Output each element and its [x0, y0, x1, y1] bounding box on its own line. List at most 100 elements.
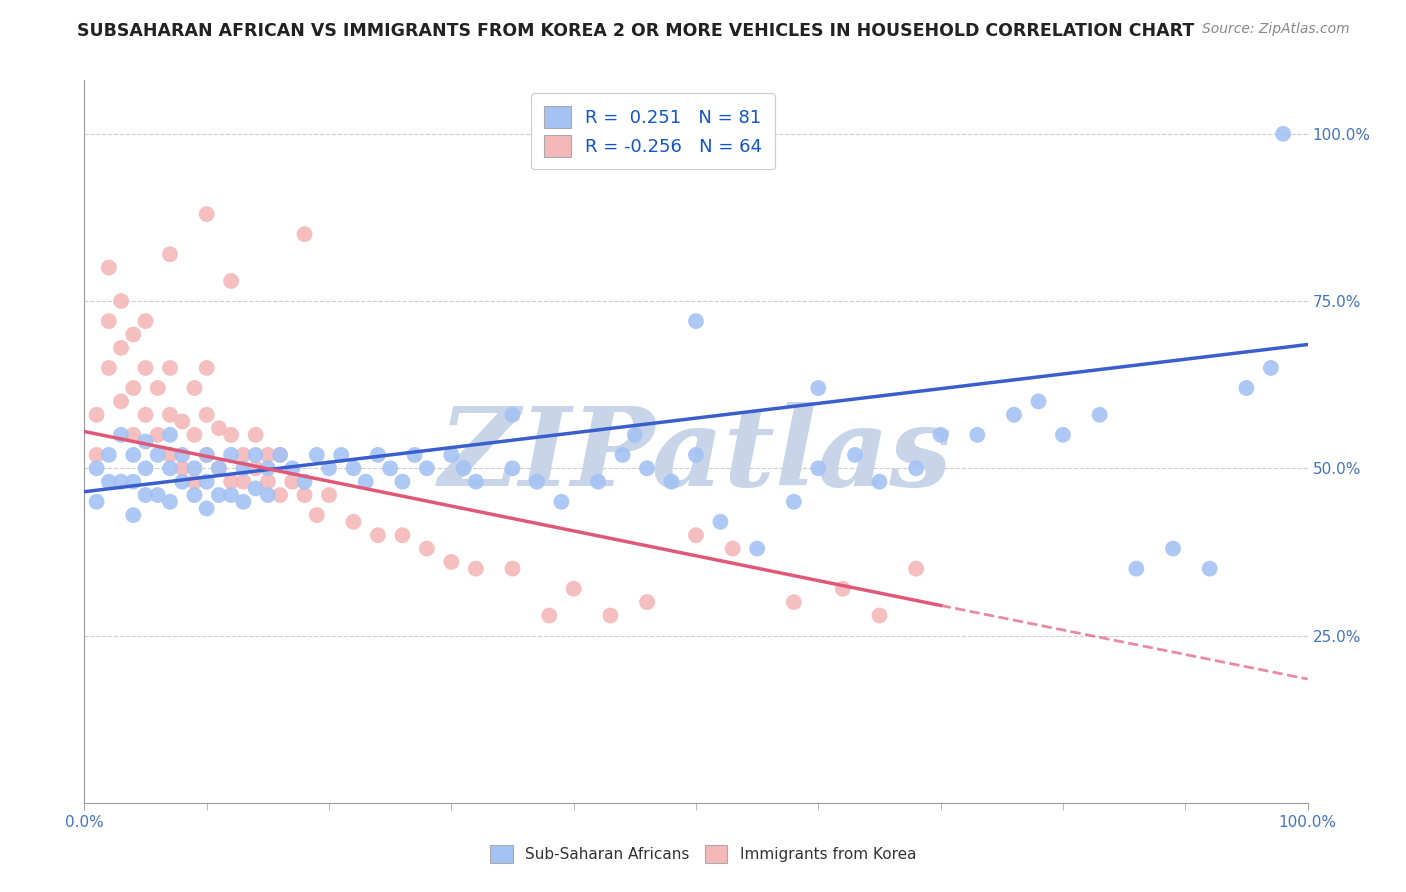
Point [380, 461, 402, 475]
Point [183, 475, 205, 489]
Point [342, 515, 364, 529]
Point [502, 408, 524, 422]
Point [159, 247, 181, 261]
Point [159, 448, 181, 462]
Point [1236, 381, 1258, 395]
Point [502, 562, 524, 576]
Point [269, 448, 291, 462]
Point [245, 482, 267, 496]
Point [440, 448, 463, 462]
Point [257, 488, 280, 502]
Point [294, 227, 316, 242]
Point [86, 448, 108, 462]
Point [195, 448, 218, 462]
Point [245, 461, 267, 475]
Point [86, 494, 108, 508]
Point [146, 448, 169, 462]
Point [318, 488, 340, 502]
Point [195, 408, 218, 422]
Point [135, 488, 157, 502]
Point [122, 327, 145, 342]
Point [538, 608, 561, 623]
Point [844, 448, 866, 462]
Point [783, 494, 806, 508]
Point [159, 361, 181, 376]
Point [440, 555, 463, 569]
Point [807, 461, 830, 475]
Point [1260, 361, 1282, 376]
Point [416, 461, 439, 475]
Point [97, 260, 120, 275]
Point [183, 461, 205, 475]
Point [905, 461, 928, 475]
Point [110, 294, 132, 309]
Point [195, 475, 218, 489]
Point [110, 394, 132, 409]
Point [586, 475, 609, 489]
Point [1088, 408, 1111, 422]
Point [1052, 427, 1074, 442]
Point [281, 475, 304, 489]
Point [550, 494, 572, 508]
Point [146, 427, 169, 442]
Point [172, 475, 194, 489]
Point [342, 461, 364, 475]
Point [966, 427, 988, 442]
Point [257, 461, 280, 475]
Point [464, 475, 486, 489]
Point [122, 475, 145, 489]
Point [208, 461, 231, 475]
Point [86, 461, 108, 475]
Point [269, 448, 291, 462]
Point [391, 475, 413, 489]
Point [110, 475, 132, 489]
Point [219, 448, 242, 462]
Point [1272, 127, 1295, 141]
Point [159, 494, 181, 508]
Point [135, 434, 157, 449]
Point [195, 361, 218, 376]
Point [807, 381, 830, 395]
Point [135, 314, 157, 328]
Point [122, 427, 145, 442]
Point [146, 381, 169, 395]
Point [562, 582, 585, 596]
Point [135, 361, 157, 376]
Point [502, 461, 524, 475]
Point [709, 515, 731, 529]
Point [783, 595, 806, 609]
Point [232, 494, 254, 508]
Point [97, 475, 120, 489]
Point [122, 381, 145, 395]
Point [122, 508, 145, 523]
Point [929, 427, 952, 442]
Point [183, 381, 205, 395]
Point [318, 461, 340, 475]
Point [831, 582, 853, 596]
Point [661, 475, 683, 489]
Point [281, 461, 304, 475]
Point [195, 501, 218, 516]
Point [232, 448, 254, 462]
Point [269, 488, 291, 502]
Point [416, 541, 439, 556]
Point [747, 541, 769, 556]
Point [110, 427, 132, 442]
Point [636, 595, 658, 609]
Point [869, 475, 891, 489]
Point [305, 448, 328, 462]
Point [636, 461, 658, 475]
Point [305, 508, 328, 523]
Point [391, 528, 413, 542]
Point [135, 408, 157, 422]
Point [905, 562, 928, 576]
Point [685, 314, 707, 328]
Point [97, 361, 120, 376]
Point [232, 461, 254, 475]
Point [245, 448, 267, 462]
Point [208, 421, 231, 435]
Point [195, 448, 218, 462]
Point [1002, 408, 1025, 422]
Point [367, 448, 389, 462]
Point [404, 448, 426, 462]
